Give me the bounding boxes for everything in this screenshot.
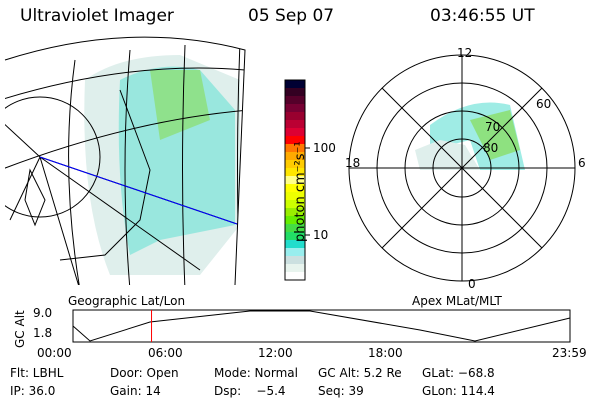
colorbar-swatch	[285, 264, 305, 273]
mlt-18-label: 18	[345, 156, 361, 170]
colorbar-swatch	[285, 256, 305, 265]
mlt-0-label: 0	[468, 277, 476, 291]
dsp-info: Dsp: −5.4	[214, 384, 286, 398]
colorbar-swatch	[285, 192, 305, 201]
ip-info: IP: 36.0	[10, 384, 56, 398]
colorbar-swatch	[285, 168, 305, 177]
lat-80-label: 80	[483, 141, 499, 155]
door-info: Door: Open	[110, 366, 179, 380]
xtick: 06:00	[148, 346, 183, 360]
colorbar-swatch	[285, 120, 305, 129]
colorbar-swatch	[285, 200, 305, 209]
xtick: 00:00	[37, 346, 72, 360]
colorbar-unit-label: photon cm⁻²s⁻¹	[293, 141, 308, 242]
instrument-title: Ultraviolet Imager	[20, 6, 174, 26]
colorbar-swatch	[285, 176, 305, 185]
colorbar-swatch	[285, 136, 305, 145]
gc-alt-info: GC Alt: 5.2 Re	[318, 366, 402, 380]
colorbar-tick-100: 100	[313, 141, 336, 155]
colorbar-tick-10: 10	[313, 228, 329, 242]
colorbar-swatch	[285, 272, 305, 281]
altitude-ylabel: GC Alt	[13, 310, 27, 348]
colorbar-swatch	[285, 112, 305, 121]
lat-70-label: 70	[485, 120, 501, 134]
xtick: 23:59	[552, 346, 587, 360]
colorbar-swatch	[285, 96, 305, 105]
colorbar-swatch	[285, 160, 305, 169]
time-label: 03:46:55 UT	[430, 6, 535, 26]
altitude-ymin: 1.8	[33, 326, 53, 340]
polar-plot	[348, 54, 576, 282]
xtick: 12:00	[258, 346, 293, 360]
colorbar-swatch	[285, 184, 305, 193]
lat-60-label: 60	[536, 97, 552, 111]
mode-info: Mode: Normal	[214, 366, 298, 380]
colorbar-swatch	[285, 152, 305, 161]
colorbar-swatch	[285, 216, 305, 225]
mlt-6-label: 6	[578, 156, 586, 170]
colorbar-swatch	[285, 232, 305, 241]
colorbar-swatch	[285, 88, 305, 97]
colorbar-swatch	[285, 144, 305, 153]
filter-info: Flt: LBHL	[10, 366, 64, 380]
left-map-label: Geographic Lat/Lon	[68, 294, 186, 308]
xtick: 18:00	[368, 346, 403, 360]
colorbar-swatch	[285, 80, 305, 89]
colorbar-swatch	[285, 240, 305, 249]
geographic-map	[5, 39, 245, 286]
seq-info: Seq: 39	[318, 384, 364, 398]
glon-info: GLon: 114.4	[422, 384, 495, 398]
colorbar-swatch	[285, 248, 305, 257]
mlt-12-label: 12	[457, 46, 473, 60]
glat-info: GLat: −68.8	[422, 366, 495, 380]
altitude-plot	[72, 309, 571, 343]
colorbar	[285, 80, 305, 281]
gain-info: Gain: 14	[110, 384, 161, 398]
colorbar-swatch	[285, 224, 305, 233]
date-label: 05 Sep 07	[248, 6, 335, 26]
colorbar-swatch	[285, 128, 305, 137]
altitude-ymax: 9.0	[33, 306, 53, 320]
polar-label: Apex MLat/MLT	[412, 294, 502, 308]
colorbar-swatch	[285, 208, 305, 217]
colorbar-swatch	[285, 104, 305, 113]
